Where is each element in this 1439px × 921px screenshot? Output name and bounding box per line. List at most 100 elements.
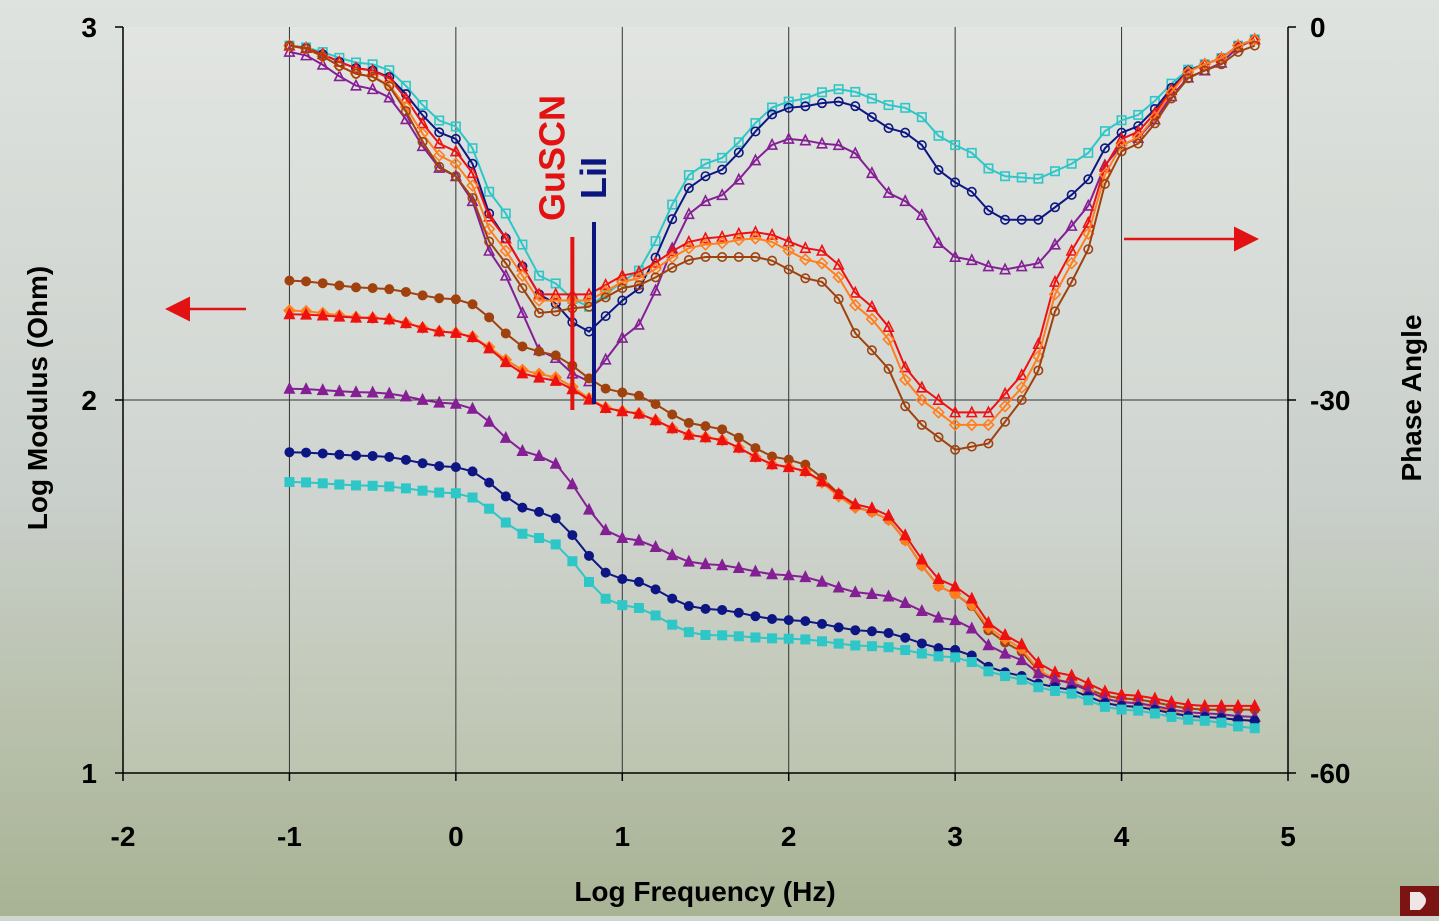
data-point [965, 253, 978, 266]
data-point [1233, 721, 1244, 732]
data-point [850, 640, 861, 651]
data-point [317, 278, 328, 289]
data-point [599, 523, 612, 536]
data-point [1015, 653, 1028, 666]
data-point [666, 244, 679, 257]
data-point [434, 127, 445, 138]
data-point [482, 222, 496, 236]
data-point [301, 43, 312, 54]
data-point [915, 380, 928, 393]
data-point [950, 652, 961, 663]
data-point [849, 585, 862, 598]
data-point [384, 284, 395, 295]
data-point [1116, 704, 1127, 715]
data-point [949, 613, 962, 626]
data-point [733, 631, 744, 642]
data-point [449, 157, 463, 171]
data-point [1233, 46, 1244, 57]
annotation-label: LiI [573, 157, 614, 199]
data-point [667, 199, 678, 210]
data-point [399, 112, 412, 125]
data-point [532, 294, 546, 307]
data-point [633, 576, 644, 587]
data-point [615, 275, 629, 289]
data-point [749, 232, 762, 245]
data-point [932, 610, 945, 623]
data-point [534, 533, 545, 544]
data-point [667, 409, 678, 420]
data-point [717, 164, 728, 175]
data-point [284, 477, 295, 488]
data-point [766, 567, 779, 580]
data-point [1065, 243, 1078, 256]
data-point [733, 137, 744, 148]
data-point [948, 418, 962, 432]
data-point [816, 136, 828, 149]
data-point [982, 259, 995, 272]
data-point [965, 418, 979, 432]
data-point [650, 610, 661, 621]
data-point [1033, 173, 1044, 184]
annotation-label: GuSCN [531, 95, 572, 221]
data-point [416, 127, 429, 141]
data-point [767, 614, 778, 625]
data-point [417, 136, 428, 147]
data-point [667, 262, 678, 273]
y-tick-label: 3 [81, 12, 97, 43]
data-point [783, 615, 794, 626]
data-point [799, 133, 812, 146]
data-point [1050, 166, 1061, 177]
data-point [466, 179, 479, 192]
data-point [350, 68, 361, 79]
data-point [499, 244, 513, 258]
data-point [549, 294, 563, 307]
y2-tick-label: -30 [1310, 385, 1350, 416]
data-point [717, 604, 728, 615]
data-point [599, 400, 612, 413]
data-point [367, 71, 378, 82]
data-point [948, 587, 962, 601]
data-point [467, 192, 478, 203]
data-point [699, 557, 712, 570]
data-point [866, 112, 877, 123]
data-point [517, 283, 528, 294]
data-point [783, 633, 794, 644]
data-point [783, 96, 794, 107]
data-point [599, 352, 612, 365]
data-point [1016, 674, 1027, 685]
data-point [1083, 244, 1094, 255]
data-point [799, 570, 812, 583]
data-point [650, 272, 661, 283]
data-point [1083, 695, 1094, 706]
data-point [865, 586, 878, 599]
data-point [484, 312, 495, 323]
data-point [483, 341, 496, 354]
data-point [600, 593, 611, 604]
data-point [516, 305, 529, 318]
data-point [900, 645, 911, 656]
data-point [832, 487, 845, 499]
data-point [832, 580, 845, 593]
data-point [632, 533, 645, 546]
data-point [1116, 146, 1127, 157]
series-line [289, 38, 1256, 333]
data-point [467, 299, 478, 310]
data-point [583, 502, 595, 515]
corner-logo [1400, 886, 1439, 916]
data-point [717, 152, 728, 163]
data-point [717, 252, 728, 263]
y-axis-title: Log Modulus (Ohm) [22, 266, 53, 530]
data-point [283, 307, 296, 320]
data-point [1133, 138, 1144, 149]
data-point [1000, 671, 1011, 682]
data-point [333, 309, 346, 322]
data-point [400, 454, 411, 465]
data-point [367, 450, 378, 461]
data-point [732, 440, 745, 453]
data-point [500, 328, 511, 339]
data-point [367, 283, 378, 294]
x-tick-label: 4 [1114, 821, 1130, 852]
data-point [965, 405, 978, 418]
data-point [1249, 723, 1260, 734]
data-point [484, 186, 495, 197]
